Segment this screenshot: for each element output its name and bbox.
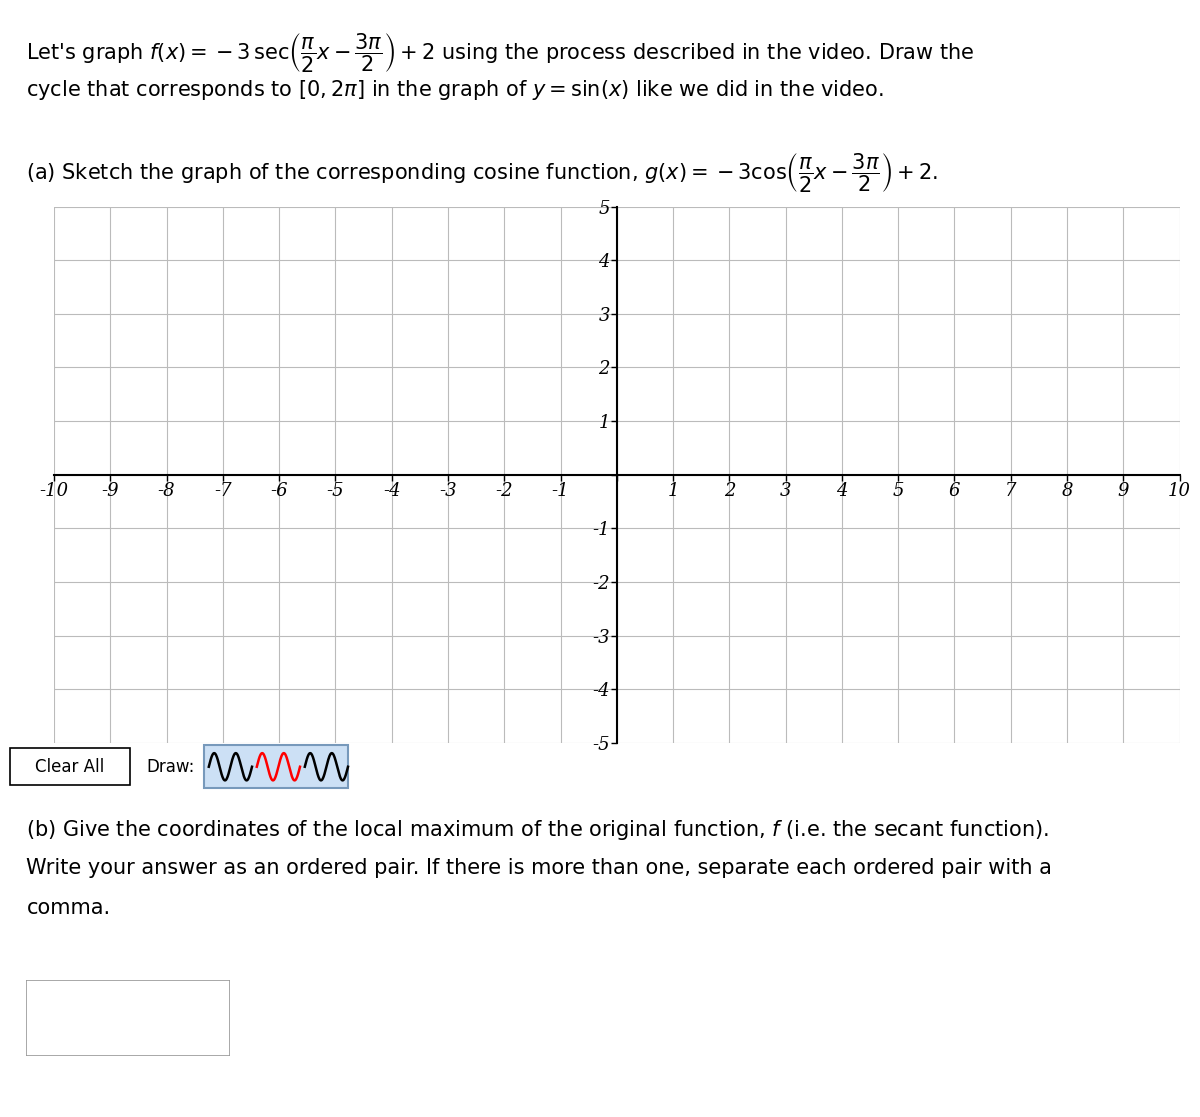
Bar xyxy=(10,748,130,785)
Text: comma.: comma. xyxy=(26,898,110,918)
Bar xyxy=(204,745,348,789)
Text: (a) Sketch the graph of the corresponding cosine function, $g(x) = -3\cos\!\left: (a) Sketch the graph of the correspondin… xyxy=(26,151,938,193)
Text: cycle that corresponds to $[0, 2\pi]$ in the graph of $y = \sin(x)$ like we did : cycle that corresponds to $[0, 2\pi]$ in… xyxy=(26,78,884,102)
Text: (b) Give the coordinates of the local maximum of the original function, $f$ (i.e: (b) Give the coordinates of the local ma… xyxy=(26,818,1050,841)
Text: Write your answer as an ordered pair. If there is more than one, separate each o: Write your answer as an ordered pair. If… xyxy=(26,858,1052,878)
Text: Clear All: Clear All xyxy=(35,757,104,775)
Text: Let's graph $f(x) = -3\,\sec\!\left(\dfrac{\pi}{2}x - \dfrac{3\pi}{2}\right) + 2: Let's graph $f(x) = -3\,\sec\!\left(\dfr… xyxy=(26,31,974,74)
Text: Draw:: Draw: xyxy=(146,757,194,775)
